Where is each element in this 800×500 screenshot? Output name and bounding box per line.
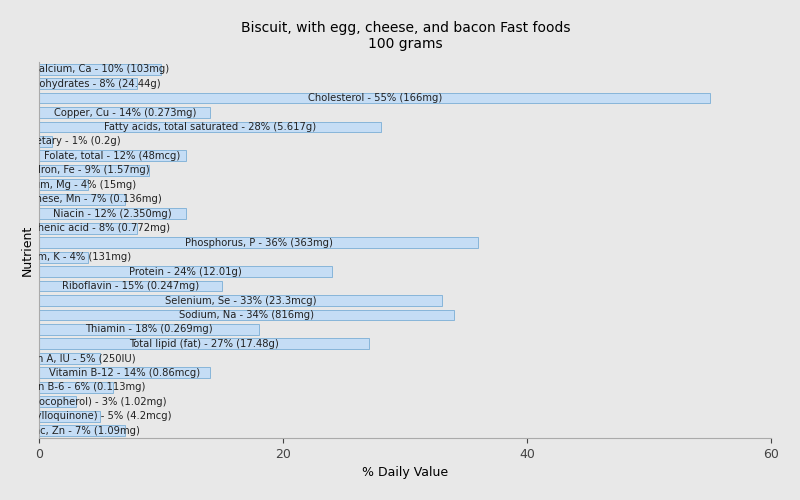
Text: Folate, total - 12% (48mcg): Folate, total - 12% (48mcg) (45, 151, 181, 161)
Text: Vitamin A, IU - 5% (250IU): Vitamin A, IU - 5% (250IU) (5, 354, 135, 364)
Bar (39, 223, 137, 234)
Text: Thiamin - 18% (0.269mg): Thiamin - 18% (0.269mg) (86, 324, 213, 334)
Text: Vitamin B-6 - 6% (0.113mg): Vitamin B-6 - 6% (0.113mg) (6, 382, 146, 392)
Bar (39, 136, 51, 147)
Text: Vitamin B-12 - 14% (0.86mcg): Vitamin B-12 - 14% (0.86mcg) (50, 368, 200, 378)
Bar (39, 122, 381, 132)
Text: Carbohydrates - 8% (24.44g): Carbohydrates - 8% (24.44g) (16, 78, 161, 88)
Bar (39, 194, 125, 204)
Bar (39, 324, 259, 335)
Bar (39, 411, 100, 422)
Text: Phosphorus, P - 36% (363mg): Phosphorus, P - 36% (363mg) (185, 238, 333, 248)
Bar (39, 396, 76, 407)
Text: Potassium, K - 4% (131mg): Potassium, K - 4% (131mg) (0, 252, 131, 262)
Bar (39, 92, 710, 104)
Text: Calcium, Ca - 10% (103mg): Calcium, Ca - 10% (103mg) (32, 64, 169, 74)
Text: Sodium, Na - 34% (816mg): Sodium, Na - 34% (816mg) (179, 310, 314, 320)
Bar (39, 208, 186, 219)
Text: Vitamin E (alpha-tocopherol) - 3% (1.02mg): Vitamin E (alpha-tocopherol) - 3% (1.02m… (0, 396, 166, 406)
Text: Fiber, total dietary - 1% (0.2g): Fiber, total dietary - 1% (0.2g) (0, 136, 121, 146)
Text: Iron, Fe - 9% (1.57mg): Iron, Fe - 9% (1.57mg) (38, 166, 150, 175)
Bar (39, 295, 442, 306)
Bar (39, 353, 100, 364)
Title: Biscuit, with egg, cheese, and bacon Fast foods
100 grams: Biscuit, with egg, cheese, and bacon Fas… (241, 21, 570, 51)
Text: Copper, Cu - 14% (0.273mg): Copper, Cu - 14% (0.273mg) (54, 108, 196, 118)
Bar (39, 64, 162, 74)
Bar (39, 165, 149, 176)
Bar (39, 280, 222, 291)
Y-axis label: Nutrient: Nutrient (21, 224, 34, 276)
Text: Cholesterol - 55% (166mg): Cholesterol - 55% (166mg) (308, 93, 442, 103)
Bar (39, 107, 210, 118)
Text: Selenium, Se - 33% (23.3mcg): Selenium, Se - 33% (23.3mcg) (165, 296, 316, 306)
Text: Zinc, Zn - 7% (1.09mg): Zinc, Zn - 7% (1.09mg) (24, 426, 140, 436)
Bar (39, 266, 332, 277)
X-axis label: % Daily Value: % Daily Value (362, 466, 448, 479)
Bar (39, 382, 113, 392)
Text: Manganese, Mn - 7% (0.136mg): Manganese, Mn - 7% (0.136mg) (2, 194, 162, 204)
Bar (39, 150, 186, 162)
Bar (39, 78, 137, 89)
Bar (39, 180, 88, 190)
Bar (39, 310, 454, 320)
Text: Pantothenic acid - 8% (0.772mg): Pantothenic acid - 8% (0.772mg) (6, 223, 170, 233)
Bar (39, 425, 125, 436)
Text: Niacin - 12% (2.350mg): Niacin - 12% (2.350mg) (54, 209, 172, 219)
Text: Riboflavin - 15% (0.247mg): Riboflavin - 15% (0.247mg) (62, 281, 199, 291)
Bar (39, 368, 210, 378)
Text: Magnesium, Mg - 4% (15mg): Magnesium, Mg - 4% (15mg) (0, 180, 136, 190)
Bar (39, 238, 478, 248)
Bar (39, 252, 88, 262)
Text: Fatty acids, total saturated - 28% (5.617g): Fatty acids, total saturated - 28% (5.61… (104, 122, 316, 132)
Bar (39, 338, 369, 349)
Text: Protein - 24% (12.01g): Protein - 24% (12.01g) (130, 266, 242, 276)
Text: Vitamin K (phylloquinone) - 5% (4.2mcg): Vitamin K (phylloquinone) - 5% (4.2mcg) (0, 411, 172, 421)
Text: Total lipid (fat) - 27% (17.48g): Total lipid (fat) - 27% (17.48g) (129, 339, 279, 349)
